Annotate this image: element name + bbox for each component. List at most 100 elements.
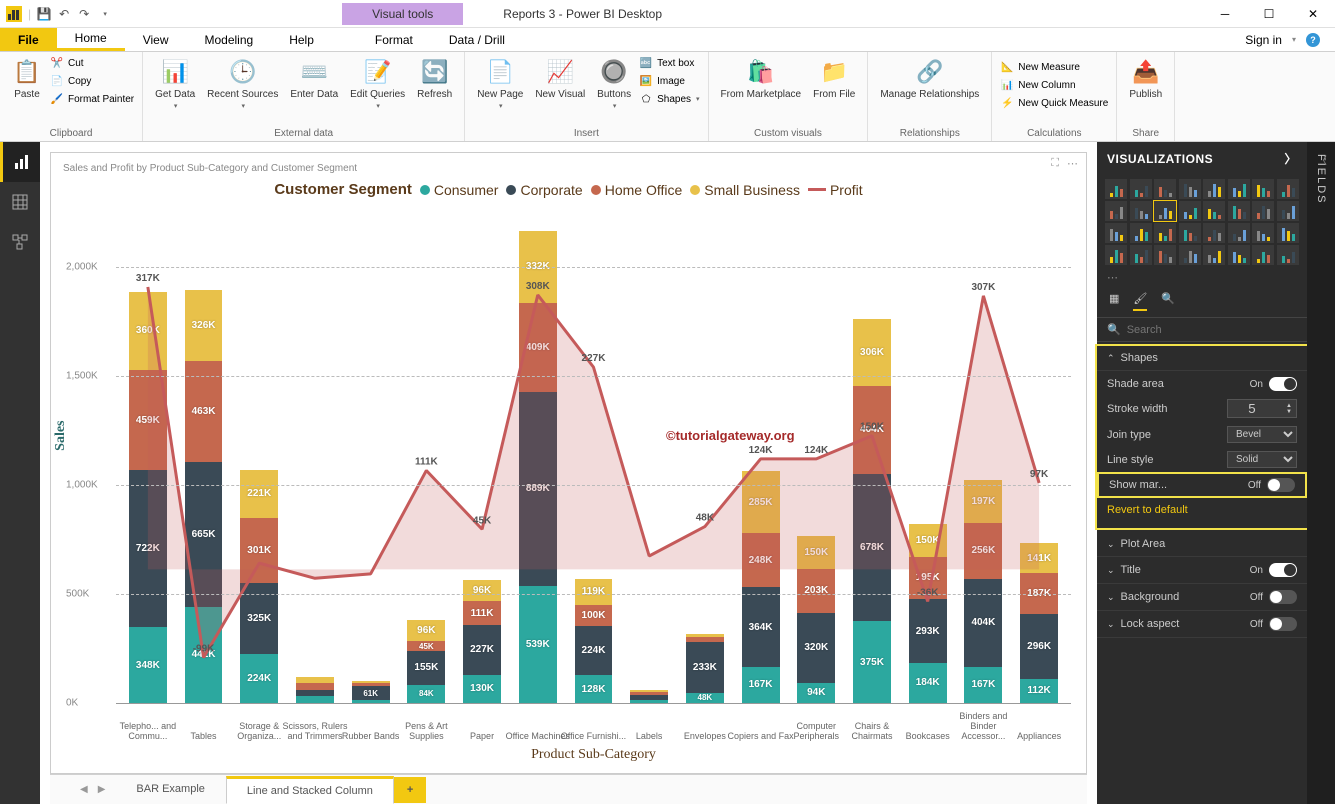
viz-type-icon[interactable] [1228, 245, 1250, 265]
viz-type-icon[interactable] [1154, 223, 1176, 243]
viz-type-icon[interactable] [1277, 245, 1299, 265]
fields-tab-icon[interactable]: ▦ [1109, 292, 1119, 311]
refresh-button[interactable]: 🔄Refresh [411, 55, 458, 102]
fields-panel-collapsed[interactable]: 〈 FIELDS [1307, 142, 1335, 804]
data-view-button[interactable] [0, 182, 40, 222]
bar-group[interactable]: 167K404K256K197KBinders and Binder Acces… [956, 213, 1012, 703]
viz-type-icon[interactable] [1130, 245, 1152, 265]
viz-type-icon[interactable] [1277, 201, 1299, 221]
copy-button[interactable]: 📄Copy [48, 73, 136, 89]
bar-group[interactable]: 442K665K463K326KTables [176, 213, 232, 703]
add-page-button[interactable]: + [394, 777, 426, 803]
panel-collapse-icon[interactable]: 〉 [1284, 150, 1297, 167]
bar-group[interactable]: 48K233KEnvelopes [677, 213, 733, 703]
from-marketplace-button[interactable]: 🛍️From Marketplace [715, 55, 808, 102]
publish-button[interactable]: 📤Publish [1123, 55, 1168, 102]
fields-expand-icon[interactable]: 〈 [1317, 152, 1327, 167]
show-marker-toggle[interactable] [1267, 478, 1295, 492]
viz-type-icon[interactable] [1277, 179, 1299, 199]
format-group-title[interactable]: ⌄TitleOn [1097, 557, 1307, 584]
revert-default-link[interactable]: Revert to default [1107, 498, 1297, 522]
search-input[interactable] [1127, 324, 1297, 336]
viz-type-icon[interactable] [1154, 179, 1176, 199]
viz-type-icon[interactable] [1105, 201, 1127, 221]
tab-prev-icon[interactable]: ◀ [80, 784, 88, 795]
model-view-button[interactable] [0, 222, 40, 262]
image-button[interactable]: 🖼️Image [637, 73, 701, 89]
analytics-tab-icon[interactable]: 🔍 [1161, 292, 1175, 311]
viz-type-icon[interactable] [1203, 245, 1225, 265]
get-data-button[interactable]: 📊Get Data▾ [149, 55, 201, 112]
viz-type-icon[interactable] [1252, 245, 1274, 265]
new-page-button[interactable]: 📄New Page▾ [471, 55, 529, 112]
new-column-button[interactable]: 📊New Column [998, 77, 1110, 93]
from-file-button[interactable]: 📁From File [807, 55, 861, 102]
report-view-button[interactable] [0, 142, 40, 182]
bar-group[interactable]: Labels [621, 213, 677, 703]
viz-type-icon[interactable] [1105, 223, 1127, 243]
close-button[interactable]: ✕ [1291, 0, 1335, 28]
manage-rel-button[interactable]: 🔗Manage Relationships [874, 55, 985, 102]
viz-type-icon[interactable] [1203, 223, 1225, 243]
undo-icon[interactable]: ↶ [57, 7, 71, 21]
menu-view[interactable]: View [125, 28, 187, 51]
menu-file[interactable]: File [0, 28, 57, 51]
page-tab[interactable]: Line and Stacked Column [226, 776, 394, 804]
viz-gallery-more-icon[interactable]: ⋯ [1097, 269, 1307, 286]
viz-type-icon[interactable] [1179, 201, 1201, 221]
viz-type-icon[interactable] [1154, 245, 1176, 265]
new-measure-button[interactable]: 📐New Measure [998, 59, 1110, 75]
viz-type-icon[interactable] [1203, 179, 1225, 199]
cut-button[interactable]: ✂️Cut [48, 55, 136, 71]
viz-type-icon[interactable] [1252, 201, 1274, 221]
format-group-plot-area[interactable]: ⌄Plot Area [1097, 532, 1307, 557]
line-style-select[interactable]: Solid [1227, 451, 1297, 468]
bar-group[interactable]: 224K325K301K221KStorage & Organiza... [231, 213, 287, 703]
viz-type-icon[interactable] [1252, 179, 1274, 199]
viz-type-icon[interactable] [1179, 223, 1201, 243]
bar-group[interactable]: 128K224K100K119KOffice Furnishi... [566, 213, 622, 703]
bar-group[interactable]: 167K364K248K285KCopiers and Fax [733, 213, 789, 703]
viz-type-icon[interactable] [1203, 201, 1225, 221]
viz-type-icon[interactable] [1252, 223, 1274, 243]
redo-icon[interactable]: ↷ [77, 7, 91, 21]
shapes-group-header[interactable]: ⌃Shapes [1097, 346, 1307, 371]
viz-type-icon[interactable] [1228, 179, 1250, 199]
viz-type-icon[interactable] [1105, 179, 1127, 199]
viz-type-icon[interactable] [1228, 223, 1250, 243]
textbox-button[interactable]: 🔤Text box [637, 55, 701, 71]
qat-dropdown-icon[interactable]: ▾ [98, 7, 112, 21]
bar-group[interactable]: 375K678K404K306KChairs & Chairmats [844, 213, 900, 703]
chart-visual[interactable]: Sales and Profit by Product Sub-Category… [50, 152, 1087, 774]
format-group-background[interactable]: ⌄BackgroundOff [1097, 584, 1307, 611]
tab-next-icon[interactable]: ▶ [98, 784, 106, 795]
page-tab[interactable]: BAR Example [115, 776, 225, 803]
viz-type-icon[interactable] [1105, 245, 1127, 265]
bar-group[interactable]: 539K889K409K332KOffice Machines [510, 213, 566, 703]
shapes-button[interactable]: ⬠Shapes▾ [637, 91, 701, 107]
enter-data-button[interactable]: ⌨️Enter Data [284, 55, 344, 102]
menu-modeling[interactable]: Modeling [186, 28, 271, 51]
stroke-width-input[interactable]: ▲▼ [1227, 399, 1297, 418]
menu-help[interactable]: Help [271, 28, 332, 51]
edit-queries-button[interactable]: 📝Edit Queries▾ [344, 55, 411, 112]
signin-dropdown-icon[interactable]: ▾ [1292, 35, 1296, 44]
shade-area-toggle[interactable] [1269, 377, 1297, 391]
viz-type-icon[interactable] [1179, 245, 1201, 265]
format-painter-button[interactable]: 🖌️Format Painter [48, 91, 136, 107]
menu-format[interactable]: Format [357, 28, 431, 51]
more-options-icon[interactable]: ⋯ [1067, 157, 1078, 170]
viz-type-icon[interactable] [1130, 201, 1152, 221]
minimize-button[interactable]: ─ [1203, 0, 1247, 28]
format-group-lock-aspect[interactable]: ⌄Lock aspectOff [1097, 611, 1307, 638]
viz-type-icon[interactable] [1130, 223, 1152, 243]
focus-mode-icon[interactable]: ⛶ [1051, 157, 1059, 170]
save-icon[interactable]: 💾 [37, 7, 51, 21]
new-quick-measure-button[interactable]: ⚡New Quick Measure [998, 95, 1110, 111]
bar-group[interactable]: 348K722K459K360KTelepho... and Commu... [120, 213, 176, 703]
bar-group[interactable]: 61KRubber Bands [343, 213, 399, 703]
viz-type-icon[interactable] [1179, 179, 1201, 199]
bar-group[interactable]: 130K227K111K96KPaper [454, 213, 510, 703]
viz-type-icon[interactable] [1130, 179, 1152, 199]
bar-group[interactable]: 112K296K187K141KAppliances [1011, 213, 1067, 703]
